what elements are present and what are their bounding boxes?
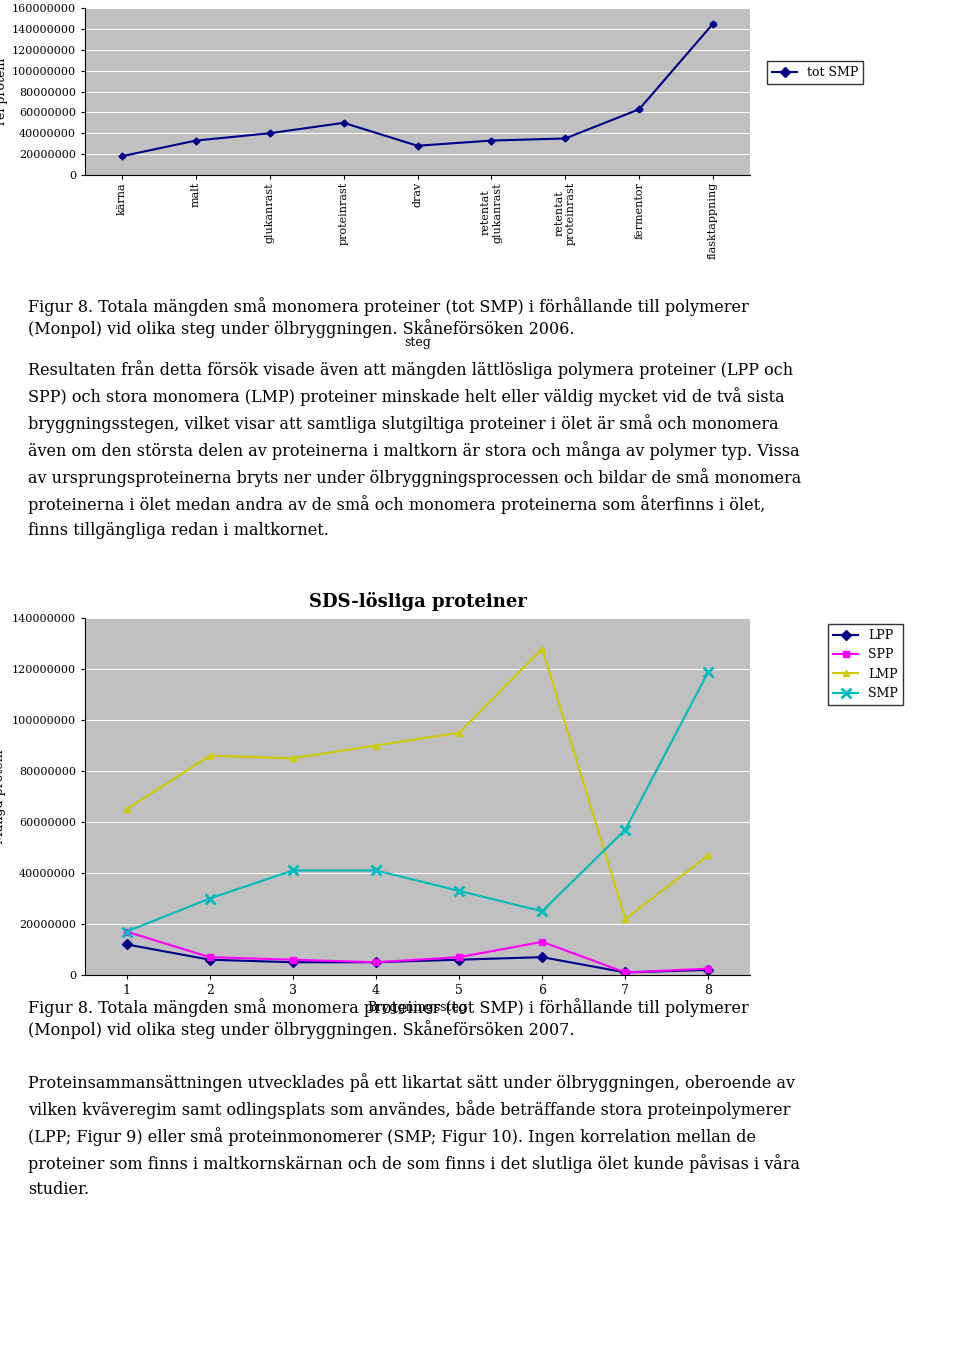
SPP [453, 949, 465, 966]
Text: Figur 8. Totala mängden små monomera proteiner (tot SMP) i förhållande till poly: Figur 8. Totala mängden små monomera pro… [28, 297, 749, 338]
SMP [453, 883, 465, 899]
LPP [703, 962, 714, 978]
X-axis label: steg: steg [404, 335, 431, 349]
SMP [537, 903, 548, 919]
SPP [204, 949, 215, 966]
Y-axis label: rel protein: rel protein [0, 57, 8, 125]
LMP [287, 750, 299, 767]
SPP [121, 923, 132, 940]
LMP [121, 801, 132, 817]
Line: LPP: LPP [123, 941, 712, 977]
Legend: tot SMP: tot SMP [767, 61, 863, 84]
SPP [537, 934, 548, 951]
Line: LMP: LMP [123, 646, 712, 922]
SMP [619, 821, 631, 838]
Text: av ursprungsproteinerna bryts ner under ölbryggningsprocessen och bildar de små : av ursprungsproteinerna bryts ner under … [28, 469, 802, 486]
SMP [121, 923, 132, 940]
Text: proteiner som finns i maltkornskärnan och de som finns i det slutliga ölet kunde: proteiner som finns i maltkornskärnan oc… [28, 1154, 800, 1173]
Text: Figur 8. Totala mängden små monomera proteiner (tot SMP) i förhållande till poly: Figur 8. Totala mängden små monomera pro… [28, 998, 749, 1039]
SMP [371, 862, 382, 878]
Y-axis label: Mängd protein: Mängd protein [0, 749, 7, 844]
SPP [371, 953, 382, 970]
SPP [703, 960, 714, 977]
Title: SDS-lösliga proteiner: SDS-lösliga proteiner [308, 592, 526, 612]
SMP [703, 663, 714, 680]
SPP [287, 952, 299, 968]
Text: Resultaten från detta försök visade även att mängden lättlösliga polymera protei: Resultaten från detta försök visade även… [28, 360, 793, 379]
SMP [204, 891, 215, 907]
Text: studier.: studier. [28, 1181, 89, 1199]
Text: (LPP; Figur 9) eller små proteinmonomerer (SMP; Figur 10). Ingen korrelation mel: (LPP; Figur 9) eller små proteinmonomere… [28, 1126, 756, 1145]
Text: Proteinsammansättningen utvecklades på ett likartat sätt under ölbryggningen, ob: Proteinsammansättningen utvecklades på e… [28, 1073, 795, 1092]
LPP [537, 949, 548, 966]
X-axis label: Bryggningssteg: Bryggningssteg [368, 1001, 468, 1015]
LPP [121, 936, 132, 952]
LMP [204, 748, 215, 764]
SMP [287, 862, 299, 878]
LMP [703, 847, 714, 864]
SPP [619, 964, 631, 981]
Text: bryggningsstegen, vilket visar att samtliga slutgiltiga proteiner i ölet är små : bryggningsstegen, vilket visar att samtl… [28, 414, 779, 433]
Text: proteinerna i ölet medan andra av de små och monomera proteinerna som återfinns : proteinerna i ölet medan andra av de små… [28, 494, 765, 513]
LMP [371, 737, 382, 753]
Text: SPP) och stora monomera (LMP) proteiner minskade helt eller väldig mycket vid de: SPP) och stora monomera (LMP) proteiner … [28, 387, 784, 406]
Text: även om den största delen av proteinerna i maltkorn är stora och många av polyme: även om den största delen av proteinerna… [28, 441, 800, 460]
LPP [619, 964, 631, 981]
Line: SMP: SMP [122, 666, 713, 937]
LMP [619, 911, 631, 928]
Text: vilken kväveregim samt odlingsplats som användes, både beträffande stora protein: vilken kväveregim samt odlingsplats som … [28, 1100, 790, 1120]
Text: finns tillgängliga redan i maltkornet.: finns tillgängliga redan i maltkornet. [28, 522, 329, 539]
LPP [287, 953, 299, 970]
LPP [371, 953, 382, 970]
Legend: LPP, SPP, LMP, SMP: LPP, SPP, LMP, SMP [828, 624, 903, 706]
LPP [204, 952, 215, 968]
LPP [453, 952, 465, 968]
LMP [537, 640, 548, 656]
Line: SPP: SPP [123, 928, 712, 977]
LMP [453, 725, 465, 741]
